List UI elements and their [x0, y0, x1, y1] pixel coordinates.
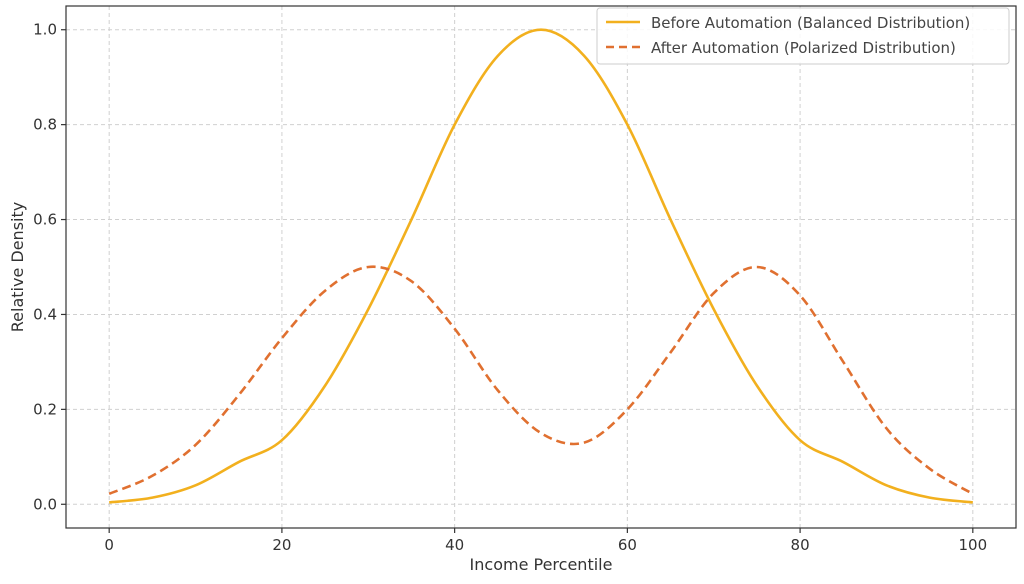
y-tick-label: 1.0 [33, 21, 57, 39]
x-tick-label: 40 [445, 536, 464, 554]
x-tick-label: 60 [618, 536, 637, 554]
x-axis-label: Income Percentile [470, 555, 613, 574]
y-tick-label: 0.2 [33, 400, 57, 418]
series-line-after-automation [108, 265, 974, 496]
legend-label-after: After Automation (Polarized Distribution… [651, 39, 956, 57]
y-tick-label: 0.8 [33, 116, 57, 134]
y-tick-label: 0.4 [33, 305, 57, 323]
y-tick-label: 0.6 [33, 211, 57, 229]
x-axis: 0 20 40 60 80 100 [104, 528, 987, 554]
y-axis-label: Relative Density [8, 202, 27, 332]
x-tick-label: 100 [958, 536, 987, 554]
legend-box [596, 7, 1010, 65]
legend: Before Automation (Balanced Distribution… [596, 7, 1010, 65]
series-layer [108, 28, 974, 504]
x-tick-label: 0 [104, 536, 114, 554]
x-tick-label: 80 [791, 536, 810, 554]
grid [66, 6, 1016, 528]
y-tick-label: 0.0 [33, 495, 57, 513]
plot-frame [65, 5, 1017, 529]
y-axis: 0.0 0.2 0.4 0.6 0.8 1.0 [33, 21, 66, 513]
legend-label-before: Before Automation (Balanced Distribution… [651, 14, 970, 32]
x-tick-label: 20 [272, 536, 291, 554]
series-line-before-automation [109, 28, 973, 504]
